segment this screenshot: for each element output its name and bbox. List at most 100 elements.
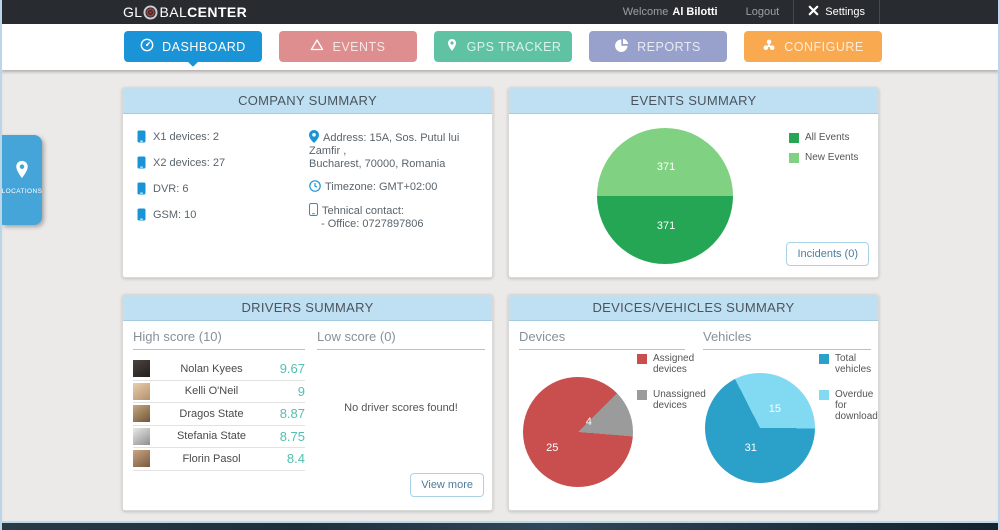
driver-score: 9	[297, 383, 305, 399]
tab-configure[interactable]: CONFIGURE	[744, 31, 882, 62]
legend-item-total-vehicles: Total vehicles	[819, 353, 879, 375]
app-logo: GL BAL CENTER	[123, 0, 247, 24]
events-legend: All Events New Events	[789, 132, 858, 163]
vehicles-legend: Total vehicles Overdue for download	[819, 353, 879, 422]
driver-name: Stefania State	[176, 430, 247, 443]
vehicles-pie-chart: 15 31	[705, 373, 815, 483]
warning-triangle-icon	[310, 38, 324, 55]
drivers-summary-title: DRIVERS SUMMARY	[123, 295, 492, 321]
header-right-group: Welcome Al Bilotti Logout Settings	[609, 0, 880, 24]
locations-side-tab[interactable]: LOCATIONS	[2, 135, 42, 225]
username: Al Bilotti	[672, 6, 718, 18]
company-address-line2: Bucharest, 70000, Romania	[309, 158, 446, 170]
devices-vehicles-body: Devices Vehicles 4 25 Assigned devices U…	[509, 321, 878, 509]
company-timezone: Timezone: GMT+02:00	[309, 180, 482, 194]
driver-row[interactable]: Kelli O'Neil 9	[133, 381, 305, 403]
tab-gps-tracker[interactable]: GPS TRACKER	[434, 31, 572, 62]
tools-icon	[808, 5, 819, 19]
list-item-gsm: GSM: 10	[137, 208, 309, 221]
driver-row[interactable]: Nolan Kyees 9.67	[133, 358, 305, 381]
legend-item-assigned-devices: Assigned devices	[637, 353, 699, 375]
bottom-map-strip	[2, 523, 998, 530]
legend-item-new-events: New Events	[789, 152, 858, 163]
logout-link[interactable]: Logout	[745, 6, 780, 18]
events-summary-panel: EVENTS SUMMARY 371 371 All Events New Ev…	[508, 87, 879, 278]
driver-name: Dragos State	[179, 407, 244, 420]
mobile-device-icon	[137, 156, 146, 169]
logo-text-gl: GL	[123, 4, 143, 20]
driver-row[interactable]: Stefania State 8.75	[133, 426, 305, 448]
list-item-x2-devices: X2 devices: 27	[137, 156, 309, 169]
mobile-phone-icon	[309, 203, 318, 216]
pie-value-unassigned: 4	[585, 415, 592, 428]
pie-chart-icon	[615, 38, 629, 55]
driver-name: Kelli O'Neil	[184, 385, 239, 398]
legend-item-overdue-download: Overdue for download	[819, 389, 879, 422]
legend-swatch	[637, 353, 647, 364]
view-more-button[interactable]: View more	[410, 473, 484, 497]
pie-value-assigned: 25	[546, 441, 559, 454]
driver-score: 8.87	[279, 406, 305, 422]
location-pin-icon	[16, 160, 28, 178]
company-summary-panel: COMPANY SUMMARY X1 devices: 2 X2 devices…	[122, 87, 493, 278]
driver-row[interactable]: Florin Pasol 8.4	[133, 448, 305, 471]
settings-button[interactable]: Settings	[793, 0, 880, 24]
tab-dashboard[interactable]: DASHBOARD	[124, 31, 262, 67]
legend-swatch	[637, 389, 647, 400]
mobile-device-icon	[137, 208, 146, 221]
drivers-summary-body: High score (10) Nolan Kyees 9.67 Kelli O…	[123, 321, 492, 509]
legend-item-all-events: All Events	[789, 132, 858, 143]
devices-heading: Devices	[519, 329, 685, 350]
legend-swatch	[819, 389, 829, 400]
map-pin-icon	[309, 130, 319, 143]
events-pie-chart: 371 371	[597, 128, 733, 264]
driver-score: 8.75	[279, 428, 305, 444]
devices-pie-chart: 4 25	[523, 377, 633, 487]
drivers-summary-panel: DRIVERS SUMMARY High score (10) Nolan Ky…	[122, 294, 493, 511]
logo-text-bal: BAL	[159, 4, 188, 20]
high-score-column: High score (10) Nolan Kyees 9.67 Kelli O…	[133, 329, 305, 471]
vehicles-heading: Vehicles	[703, 329, 871, 350]
mobile-device-icon	[137, 130, 146, 143]
devices-legend: Assigned devices Unassigned devices	[637, 353, 706, 411]
locations-label: LOCATIONS	[1, 188, 43, 195]
active-tab-caret	[186, 54, 200, 67]
tab-events[interactable]: EVENTS	[279, 31, 417, 62]
company-info-list: Address: 15A, Sos. Putul lui Zamfir , Bu…	[309, 130, 482, 240]
no-scores-message: No driver scores found!	[344, 402, 458, 414]
list-item-dvr: DVR: 6	[137, 182, 309, 195]
tab-reports[interactable]: REPORTS	[589, 31, 727, 62]
clover-gear-icon	[762, 38, 776, 55]
main-nav-tabbar: DASHBOARD EVENTS GPS TRACKER	[2, 24, 998, 70]
legend-swatch	[789, 132, 799, 143]
events-summary-title: EVENTS SUMMARY	[509, 88, 878, 114]
legend-swatch	[819, 353, 829, 364]
bottom-divider-line	[2, 521, 998, 523]
driver-avatar	[133, 427, 150, 445]
gauge-icon	[140, 38, 154, 55]
welcome-text: Welcome Al Bilotti	[622, 6, 718, 18]
pie-value-total: 31	[744, 442, 757, 455]
events-summary-body: 371 371 All Events New Events Incidents …	[509, 114, 878, 276]
company-devices-list: X1 devices: 2 X2 devices: 27 DVR: 6 GSM:…	[137, 130, 309, 240]
driver-name: Nolan Kyees	[180, 362, 243, 375]
driver-avatar	[133, 360, 150, 378]
pie-value-new-events: 371	[656, 160, 676, 173]
company-summary-body: X1 devices: 2 X2 devices: 27 DVR: 6 GSM:…	[123, 114, 492, 276]
low-score-column: Low score (0) No driver scores found!	[317, 329, 485, 414]
incidents-button[interactable]: Incidents (0)	[786, 242, 869, 266]
mobile-device-icon	[137, 182, 146, 195]
devices-vehicles-summary-panel: DEVICES/VEHICLES SUMMARY Devices Vehicle…	[508, 294, 879, 511]
driver-score: 8.4	[286, 451, 305, 467]
company-address: Address: 15A, Sos. Putul lui Zamfir , Bu…	[309, 130, 482, 171]
clock-icon	[309, 180, 321, 192]
top-header: GL BAL CENTER Welcome Al Bilotti Logout	[2, 0, 998, 24]
driver-row[interactable]: Dragos State 8.87	[133, 403, 305, 426]
pie-value-overdue: 15	[768, 402, 782, 415]
low-score-heading: Low score (0)	[317, 329, 485, 350]
driver-score: 9.67	[279, 361, 305, 377]
legend-swatch	[789, 152, 799, 163]
driver-name: Florin Pasol	[182, 452, 241, 465]
company-contact: Tehnical contact: - Office: 0727897806	[309, 203, 482, 231]
